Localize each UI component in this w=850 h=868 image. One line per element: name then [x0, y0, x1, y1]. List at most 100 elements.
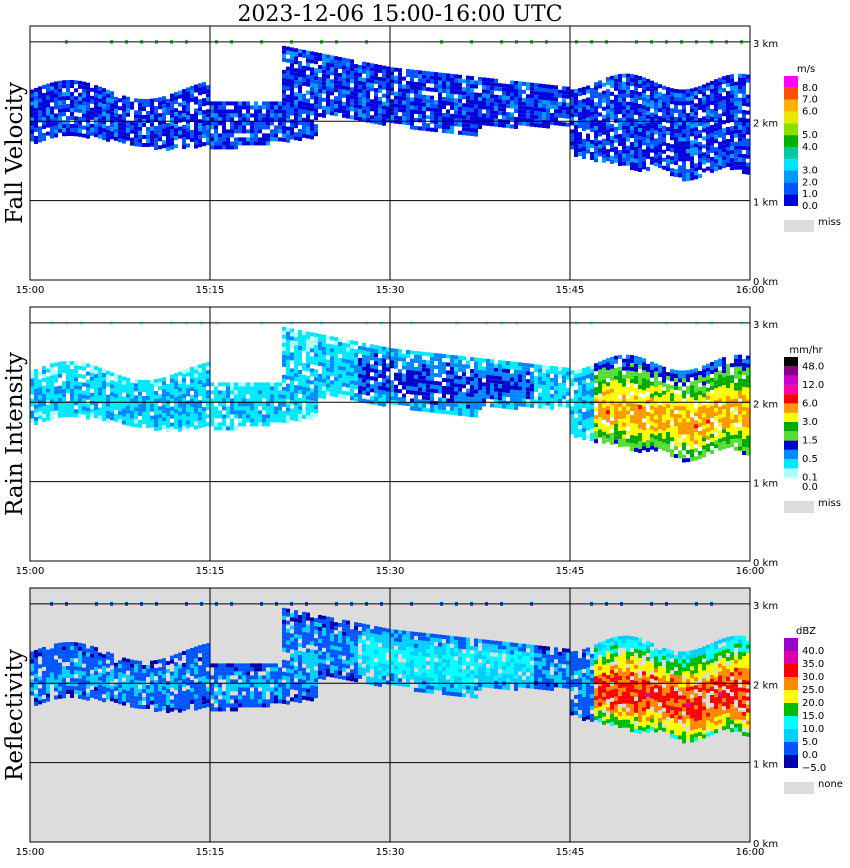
colorbar-swatch — [784, 194, 798, 206]
y-tick-label: 3 km — [753, 320, 778, 331]
x-tick-label: 15:45 — [556, 847, 585, 858]
x-tick-label: 15:30 — [376, 847, 405, 858]
y-tick-label: 1 km — [753, 198, 778, 209]
plot-frame — [29, 306, 751, 562]
colorbar-swatch — [784, 394, 798, 404]
colorbar-swatch — [784, 123, 798, 136]
y-tick-label: 1 km — [753, 760, 778, 771]
colorbar-label: 3.0 — [802, 166, 818, 177]
missing-label: miss — [818, 498, 841, 509]
panel-fall-velocity: 15:00 15:15 15:30 15:45 16:000 km 1 km 2 km 3 k… — [2, 25, 841, 296]
colorbar-swatch — [784, 638, 798, 651]
chart-title: 2023-12-06 15:00-16:00 UTC — [237, 2, 562, 27]
panel-rain-intensity: 15:00 15:15 15:30 15:45 16:000 km 1 km 2 km 3 k… — [2, 306, 841, 577]
missing-label: miss — [818, 217, 841, 228]
x-tick-label: 15:15 — [196, 847, 225, 858]
colorbar-label: 8.0 — [802, 83, 818, 94]
y-tick-label: 0 km — [753, 277, 778, 288]
y-tick-label: 0 km — [753, 839, 778, 850]
y-tick-label: 1 km — [753, 479, 778, 490]
colorbar-swatch — [784, 87, 798, 100]
colorbar-label: 48.0 — [802, 361, 824, 372]
missing-swatch — [784, 501, 814, 513]
echo-field — [30, 39, 750, 182]
colorbar-label: 1.5 — [802, 436, 818, 447]
colorbar-swatch — [784, 755, 798, 768]
missing-swatch — [784, 220, 814, 232]
y-tick-label: 3 km — [753, 601, 778, 612]
colorbar-legend: mm/hr 0.00.1 0.5 1.5 3.0 6.0 12.0 48.0 miss — [784, 345, 841, 513]
colorbar-label: 0.0 — [802, 482, 818, 493]
x-tick-label: 15:00 — [16, 285, 45, 296]
y-tick-label: 2 km — [753, 680, 778, 691]
colorbar-swatch — [784, 99, 798, 112]
x-tick-label: 15:30 — [376, 285, 405, 296]
colorbar-swatch — [784, 664, 798, 677]
colorbar-label: 0.0 — [802, 750, 818, 761]
colorbar-unit: dBZ — [796, 626, 816, 637]
colorbar-label: 40.0 — [802, 646, 824, 657]
colorbar-unit: m/s — [797, 64, 815, 75]
x-tick-label: 16:00 — [736, 847, 765, 858]
colorbar-swatch — [784, 170, 798, 183]
plot-frame — [29, 25, 751, 281]
colorbar-label: 15.0 — [802, 711, 824, 722]
colorbar-swatch — [784, 703, 798, 716]
colorbar-swatch — [784, 449, 798, 460]
panels-layer: 15:00 15:15 15:30 15:45 16:000 km1 km2 km3 k… — [2, 25, 843, 858]
plot-frame — [29, 587, 751, 843]
x-tick-label: 15:00 — [16, 566, 45, 577]
colorbar-unit: mm/hr — [789, 345, 823, 356]
y-tick-label: 2 km — [753, 118, 778, 129]
colorbar-label: 4.0 — [802, 142, 818, 153]
missing-swatch — [784, 782, 814, 794]
colorbar-swatch — [784, 403, 798, 413]
colorbar-swatch — [784, 431, 798, 441]
y-tick-label: 3 km — [753, 39, 778, 50]
colorbar-legend: m/s 0.01.02.03.0 4.05.0 6.07.08.0 miss — [784, 64, 841, 232]
colorbar-swatch — [784, 384, 798, 395]
panel-label: Fall Velocity — [2, 82, 28, 224]
x-tick-label: 15:45 — [556, 285, 585, 296]
colorbar-swatch — [784, 742, 798, 755]
panel-label: Reflectivity — [2, 649, 28, 781]
x-tick-label: 15:15 — [196, 566, 225, 577]
colorbar-swatch — [784, 76, 798, 88]
colorbar-swatch — [784, 375, 798, 385]
colorbar-swatch — [784, 111, 798, 124]
x-tick-label: 16:00 — [736, 566, 765, 577]
panel-reflectivity: 15:00 15:15 15:30 15:45 16:000 km 1 km 2 km 3 k… — [2, 587, 843, 858]
colorbar-label: 6.0 — [802, 106, 818, 117]
x-tick-label: 16:00 — [736, 285, 765, 296]
y-tick-label: 2 km — [753, 399, 778, 410]
colorbar-label: 0.1 — [802, 473, 818, 484]
colorbar-label: 12.0 — [802, 380, 824, 391]
colorbar-label: 6.0 — [802, 398, 818, 409]
echo-field — [30, 320, 750, 463]
colorbar-swatch — [784, 729, 798, 742]
x-tick-label: 15:45 — [556, 566, 585, 577]
colorbar-label: 1.0 — [802, 189, 818, 200]
colorbar-swatch — [784, 477, 798, 487]
x-tick-label: 15:30 — [376, 566, 405, 577]
colorbar-swatch — [784, 690, 798, 703]
colorbar-label: 3.0 — [802, 417, 818, 428]
x-tick-label: 15:00 — [16, 847, 45, 858]
colorbar-swatch — [784, 182, 798, 195]
colorbar-swatch — [784, 716, 798, 729]
colorbar-swatch — [784, 422, 798, 432]
colorbar-swatch — [784, 146, 798, 159]
colorbar-swatch — [784, 135, 798, 147]
colorbar-label: 0.0 — [802, 201, 818, 212]
colorbar-label: 35.0 — [802, 659, 824, 670]
x-tick-label: 15:15 — [196, 285, 225, 296]
panel-label: Rain Intensity — [2, 352, 28, 516]
colorbar-label: 30.0 — [802, 672, 824, 683]
colorbar-label: 7.0 — [802, 95, 818, 106]
colorbar-label: −5.0 — [802, 763, 826, 774]
colorbar-label: 20.0 — [802, 698, 824, 709]
colorbar-swatch — [784, 651, 798, 664]
echo-field — [30, 601, 750, 744]
colorbar-swatch — [784, 440, 798, 450]
missing-label: none — [818, 779, 843, 790]
